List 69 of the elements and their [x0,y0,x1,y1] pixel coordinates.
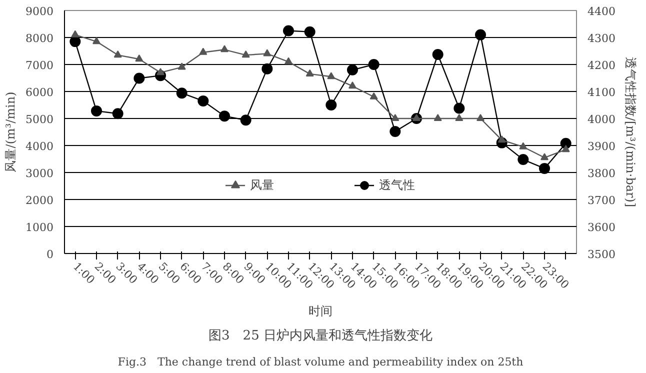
y2-tick-label: 4200 [588,59,616,72]
y-tick-label: 7000 [26,59,54,72]
point [263,49,272,56]
point [135,54,144,62]
point [476,114,484,122]
x-axis-title: 时间 [308,304,332,318]
y2-tick-label: 3700 [588,194,616,207]
point [454,102,465,114]
point [326,100,337,110]
point [327,72,336,80]
point [178,62,186,70]
y-tick-label: 8000 [26,32,54,45]
point [198,95,209,106]
point [262,63,273,74]
point [348,82,356,89]
y2-tick-label: 3900 [588,140,616,153]
point [370,92,378,100]
point [114,50,122,58]
y2-axis-title: 透气性指数/[m³/(min·bar)] [623,56,638,208]
y2-tick-label: 3500 [588,248,616,261]
y2-tick-label: 4000 [588,113,616,126]
legend-label: 风量 [250,176,274,194]
point [283,25,294,36]
point [475,29,486,40]
legend-label: 透气性 [379,176,415,194]
y2-tick-label: 4300 [588,32,616,45]
point [412,114,420,122]
point [498,136,506,143]
point [519,142,528,150]
y2-tick-label: 3600 [588,221,616,234]
caption: 图3 25 日炉内风量和透气性指数变化 [208,328,432,344]
y-tick-label: 3000 [26,167,54,180]
y-tick-label: 6000 [26,86,54,99]
y-tick-label: 1000 [26,221,54,234]
point [199,48,208,55]
caption: Fig.3 The change trend of blast volume and permeability index on 25th [118,356,524,368]
point [518,154,529,166]
y-axis-title: 风量/(m³/min) [4,92,18,172]
point [134,72,145,84]
y-tick-label: 4000 [26,140,54,153]
point [219,110,230,122]
point [540,153,548,160]
point [434,114,442,122]
point [304,26,316,38]
point [92,37,100,44]
point [390,126,401,137]
point [306,69,314,76]
point [391,114,400,122]
point [220,45,228,52]
point [539,162,550,174]
point [71,30,80,38]
point [284,57,292,64]
point [112,108,124,120]
point [242,50,250,58]
y2-tick-label: 3800 [588,167,616,180]
point [240,114,252,126]
point [562,145,570,152]
y2-tick-label: 4400 [588,5,616,18]
y2-tick-label: 4100 [588,86,616,99]
y-tick-label: 0 [46,248,54,261]
y-tick-label: 5000 [26,113,54,126]
y-tick-label: 9000 [26,5,54,18]
y-tick-label: 2000 [26,194,54,207]
point [176,88,188,99]
point [368,59,380,70]
point [91,105,102,116]
point [432,49,444,60]
point [347,64,358,76]
point [455,114,464,122]
